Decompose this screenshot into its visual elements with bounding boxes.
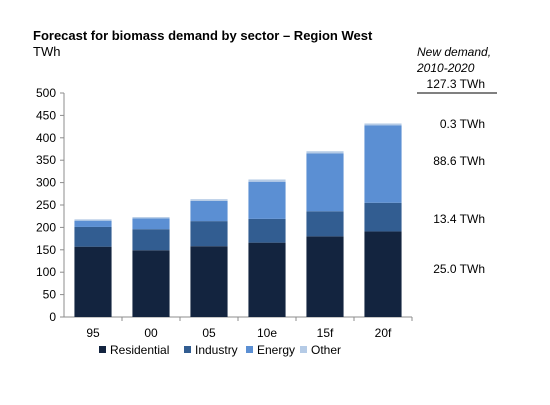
side-panel-header-line2: 2010-2020 [417,61,475,75]
side-panel-header-line1: New demand, [417,45,492,59]
x-tick-label: 05 [202,326,216,340]
side-panel-value-residential: 25.0 TWh [433,262,485,276]
bar-segment-residential [132,250,170,317]
bar-segment-industry [306,211,344,237]
bar-segment-other [248,179,286,182]
side-panel-value-other: 0.3 TWh [440,117,485,131]
bar-segment-industry [248,218,286,243]
chart-title: Forecast for biomass demand by sector – … [33,28,373,43]
legend-label-other: Other [311,343,341,357]
bar-segment-energy [190,200,228,222]
bar-segment-residential [190,246,228,317]
y-tick-label: 0 [49,310,56,324]
legend-swatch-industry [184,346,191,353]
bar-segment-other [306,151,344,154]
y-tick-label: 200 [36,220,56,234]
legend-swatch-residential [99,346,106,353]
bar-segment-industry [132,229,170,251]
y-axis-unit-label: TWh [33,44,61,59]
bar-segment-residential [364,231,402,317]
y-tick-label: 250 [36,198,56,212]
x-tick-label: 95 [86,326,100,340]
bar-segment-other [74,219,112,221]
legend-swatch-energy [246,346,253,353]
bar-segment-other [364,123,402,126]
bar-segment-energy [132,218,170,230]
bar-segment-residential [248,242,286,317]
legend-label-residential: Residential [110,343,169,357]
bar-segment-industry [190,221,228,247]
bar-segment-energy [364,125,402,203]
y-tick-label: 500 [36,86,56,100]
bar-segment-energy [248,181,286,219]
bar-segment-other [132,217,170,219]
legend-swatch-other [300,346,307,353]
x-tick-label: 15f [317,326,334,340]
y-tick-label: 450 [36,108,56,122]
x-tick-label: 20f [375,326,392,340]
y-tick-label: 50 [43,288,57,302]
bar-segment-industry [364,202,402,232]
bar-segment-residential [306,236,344,317]
bar-segment-industry [74,226,112,247]
bar-segment-energy [306,153,344,212]
y-tick-label: 300 [36,176,56,190]
side-panel-header: New demand, 2010-2020 [417,44,537,76]
y-tick-label: 150 [36,243,56,257]
y-tick-label: 350 [36,153,56,167]
bar-segment-other [190,199,228,201]
side-panel-value-energy: 88.6 TWh [433,154,485,168]
legend-label-energy: Energy [257,343,295,357]
x-tick-label: 10e [257,326,277,340]
legend-label-industry: Industry [195,343,238,357]
y-tick-label: 100 [36,265,56,279]
x-tick-label: 00 [144,326,158,340]
bar-segment-energy [74,220,112,227]
side-panel-total: 127.3 TWh [427,77,485,91]
y-tick-label: 400 [36,131,56,145]
side-panel-value-industry: 13.4 TWh [433,212,485,226]
bar-segment-residential [74,246,112,317]
